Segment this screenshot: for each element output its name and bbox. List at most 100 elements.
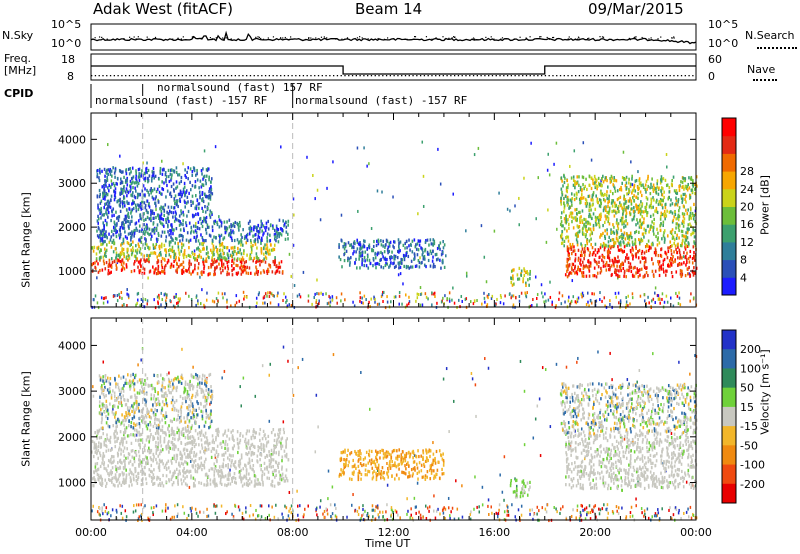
range-cell — [106, 223, 108, 227]
range-cell — [107, 199, 110, 203]
range-cell — [264, 517, 267, 521]
range-cell — [609, 177, 611, 181]
range-cell — [625, 515, 628, 519]
range-cell — [138, 224, 141, 228]
noise-search-dot — [304, 38, 307, 41]
range-cell — [593, 250, 595, 255]
range-cell — [99, 513, 101, 517]
range-cell — [140, 207, 143, 211]
range-cell — [105, 296, 107, 300]
range-cell — [638, 230, 640, 234]
range-cell — [182, 479, 185, 483]
range-cell — [653, 222, 655, 226]
range-cell — [202, 257, 205, 261]
range-cell — [644, 205, 647, 210]
range-cell — [150, 251, 152, 255]
range-cell — [162, 224, 165, 228]
range-cell — [547, 152, 549, 156]
range-cell — [670, 431, 673, 435]
range-cell — [110, 198, 112, 203]
range-cell — [374, 300, 376, 304]
range-cell — [123, 189, 125, 193]
range-cell — [302, 270, 305, 274]
range-cell — [264, 260, 267, 264]
range-cell — [420, 516, 422, 520]
range-cell — [127, 232, 130, 236]
range-cell — [561, 190, 563, 194]
range-cell — [387, 251, 389, 255]
range-cell — [213, 300, 216, 304]
range-cell — [369, 407, 371, 411]
range-cell — [180, 430, 183, 434]
range-cell — [339, 257, 342, 262]
range-cell — [632, 248, 634, 252]
range-cell — [375, 239, 378, 243]
range-cell — [662, 177, 665, 181]
range-cell — [528, 283, 530, 287]
range-cell — [602, 209, 605, 213]
range-cell — [124, 220, 127, 224]
range-cell — [239, 431, 242, 436]
range-cell — [133, 181, 136, 185]
nave-dot — [461, 75, 463, 77]
range-cell — [288, 490, 291, 494]
range-cell — [130, 238, 132, 242]
range-cell — [235, 263, 238, 268]
range-cell — [115, 181, 118, 186]
range-cell — [646, 187, 648, 191]
range-cell — [161, 180, 163, 184]
range-cell — [104, 182, 106, 186]
range-cell — [623, 245, 626, 249]
range-cell — [394, 295, 397, 299]
range-cell — [586, 265, 589, 269]
range-cell — [457, 517, 460, 521]
range-cell — [273, 237, 276, 241]
range-cell — [566, 178, 569, 183]
range-cell — [656, 182, 659, 186]
range-cell — [138, 269, 141, 273]
range-cell — [672, 260, 674, 264]
range-cell — [138, 172, 140, 176]
range-cell — [160, 263, 163, 267]
range-cell — [377, 251, 380, 255]
range-cell — [656, 185, 659, 189]
noise-search-dot — [146, 36, 148, 38]
range-cell — [158, 296, 161, 300]
range-cell — [689, 255, 692, 259]
range-cell — [355, 266, 358, 270]
range-cell — [188, 259, 191, 263]
range-cell — [144, 246, 146, 250]
range-cell — [694, 229, 696, 233]
range-cell — [414, 505, 417, 509]
range-cell — [172, 215, 174, 219]
range-cell — [672, 513, 675, 517]
range-cell — [401, 302, 403, 306]
range-cell — [616, 231, 619, 235]
range-cell — [577, 248, 580, 252]
range-cell — [325, 292, 327, 296]
range-cell — [605, 507, 607, 511]
range-cell — [220, 224, 223, 228]
range-cell — [662, 223, 664, 228]
range-cell — [255, 508, 257, 512]
range-cell — [106, 202, 108, 206]
range-cell — [684, 238, 687, 242]
range-cell — [211, 241, 214, 245]
range-cell — [126, 201, 129, 205]
range-cell — [571, 279, 574, 283]
range-cell — [206, 245, 208, 249]
range-cell — [572, 216, 575, 220]
nave-dot — [125, 75, 127, 77]
range-cell — [277, 240, 280, 244]
range-cell — [151, 211, 154, 215]
range-cell — [272, 260, 275, 264]
range-cell — [119, 209, 122, 213]
range-cell — [663, 300, 666, 304]
range-cell — [359, 251, 362, 256]
range-cell — [402, 253, 405, 258]
noise-search-dot — [493, 38, 495, 40]
range-cell — [195, 173, 197, 177]
range-cell — [660, 247, 663, 251]
range-cell — [105, 208, 108, 212]
range-cell — [98, 188, 101, 193]
